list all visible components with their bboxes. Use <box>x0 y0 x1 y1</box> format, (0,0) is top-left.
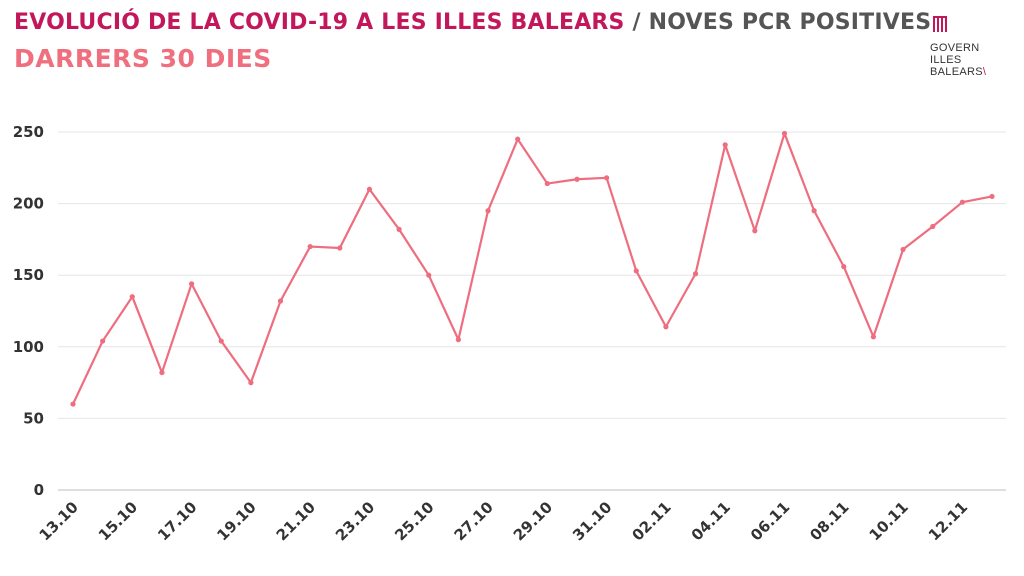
x-tick-label: 15.10 <box>95 498 141 544</box>
x-tick-label: 17.10 <box>154 498 200 544</box>
data-point <box>426 272 432 278</box>
x-tick-label: 02.11 <box>628 498 674 544</box>
x-tick-label: 25.10 <box>391 498 437 544</box>
y-tick-label: 100 <box>13 338 44 356</box>
x-tick-label: 12.11 <box>925 498 971 544</box>
data-point <box>129 294 135 300</box>
data-point <box>485 208 491 214</box>
title-main: EVOLUCIÓ DE LA COVID-19 A LES ILLES BALE… <box>14 10 625 35</box>
x-tick-label: 04.11 <box>688 498 734 544</box>
x-tick-label: 23.10 <box>332 498 378 544</box>
logo-line-1: GOVERN <box>930 42 980 54</box>
data-point <box>188 281 195 287</box>
x-tick-label: 19.10 <box>213 498 259 544</box>
x-tick-label: 10.11 <box>866 498 912 544</box>
data-point <box>307 243 313 250</box>
data-point <box>159 369 165 376</box>
data-point <box>752 228 758 234</box>
data-point <box>396 226 402 232</box>
x-tick-label: 29.10 <box>510 498 556 544</box>
data-point <box>248 380 254 386</box>
govern-logo: GOVERN ILLES BALEARS\ <box>930 14 1020 90</box>
govern-emblem-icon <box>933 16 947 32</box>
data-point <box>633 268 639 274</box>
x-tick-label: 27.10 <box>451 498 497 544</box>
data-point <box>989 193 995 200</box>
logo-line-3: BALEARS\ <box>930 66 987 78</box>
chart-subtitle: DARRERS 30 DIES <box>14 44 272 73</box>
y-tick-label: 150 <box>13 266 44 284</box>
x-tick-label: 31.10 <box>569 498 615 544</box>
data-point <box>959 199 965 205</box>
data-point <box>781 130 788 137</box>
data-point <box>663 324 669 330</box>
y-tick-label: 50 <box>23 409 44 427</box>
data-point <box>870 334 877 340</box>
data-point <box>722 142 728 148</box>
title-separator: / <box>624 10 649 35</box>
data-point <box>366 186 373 192</box>
data-point <box>100 338 106 344</box>
data-point <box>841 264 847 270</box>
data-point <box>515 136 521 142</box>
data-point <box>455 337 461 343</box>
y-tick-label: 250 <box>13 123 44 141</box>
data-point <box>70 401 76 407</box>
series-line <box>72 132 993 405</box>
data-point <box>900 246 906 253</box>
title-secondary: NOVES PCR POSITIVES <box>648 10 932 35</box>
x-tick-label: 06.11 <box>747 498 793 544</box>
data-point <box>574 176 580 182</box>
logo-line-2: ILLES <box>930 54 962 66</box>
data-point <box>692 271 699 277</box>
x-tick-label: 08.11 <box>806 498 852 544</box>
data-point <box>218 338 224 344</box>
y-tick-label: 200 <box>13 195 44 213</box>
data-point <box>811 208 817 214</box>
data-point <box>544 180 550 187</box>
data-point <box>930 223 936 230</box>
data-point <box>277 298 284 304</box>
data-point <box>604 175 610 181</box>
y-tick-label: 0 <box>34 481 44 499</box>
data-point <box>337 245 343 251</box>
x-tick-label: 21.10 <box>273 498 319 544</box>
chart-title: EVOLUCIÓ DE LA COVID-19 A LES ILLES BALE… <box>14 10 931 35</box>
x-tick-label: 13.10 <box>36 498 82 544</box>
